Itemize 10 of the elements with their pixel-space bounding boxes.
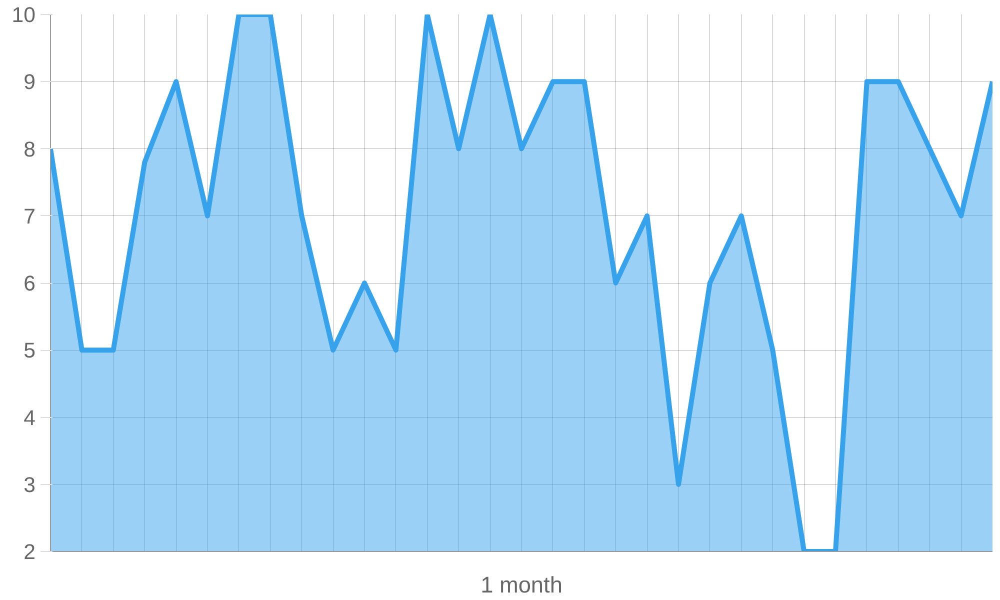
- y-tick-label: 4: [24, 406, 36, 430]
- x-axis-title: 1 month: [480, 572, 562, 598]
- y-tick-label: 3: [24, 472, 36, 497]
- y-tick-label: 6: [24, 272, 36, 296]
- y-tick-label: 10: [12, 3, 36, 27]
- y-tick-label: 7: [24, 204, 36, 228]
- y-tick-label: 5: [24, 338, 36, 363]
- y-tick-label: 2: [24, 540, 36, 564]
- y-tick-label: 8: [24, 137, 36, 162]
- y-tick-label: 9: [24, 70, 36, 94]
